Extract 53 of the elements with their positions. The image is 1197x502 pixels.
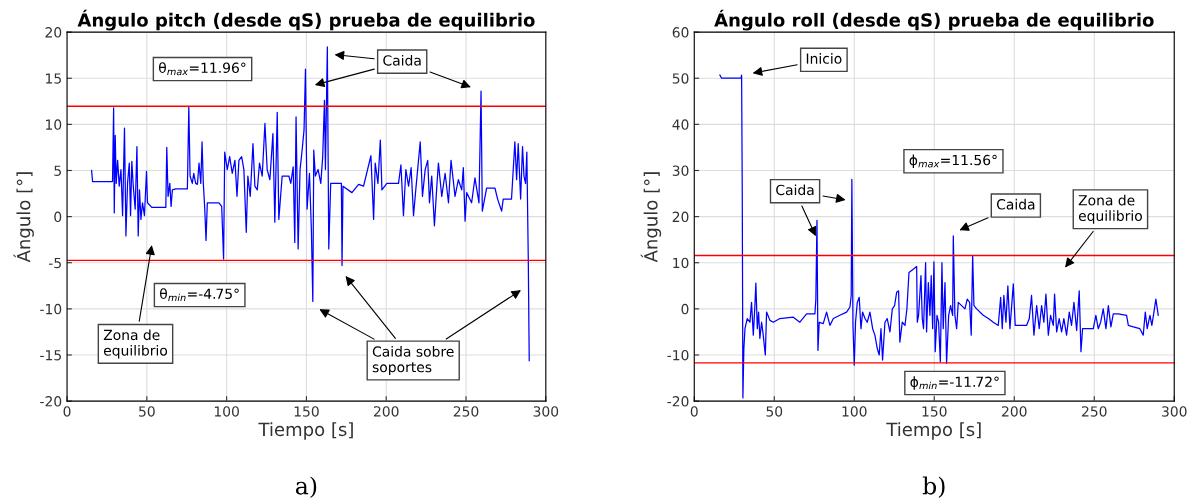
chart-title: Ángulo roll (desde qS) prueba de equilibrio — [714, 9, 1154, 31]
y-tick-label: 30 — [672, 165, 689, 176]
y-tick-label: 0 — [681, 303, 689, 315]
x-tick-label: 50 — [139, 406, 155, 417]
annotation: Caida — [996, 198, 1035, 210]
chart-title: Ángulo pitch (desde qS) prueba de equilibrio — [77, 9, 535, 31]
y-tick-label: 40 — [672, 119, 689, 130]
annotation: Zona de equilibrio — [1078, 194, 1142, 224]
annotation: Inicio — [806, 53, 842, 64]
line-series — [719, 74, 1159, 399]
x-tick-label: 250 — [453, 406, 479, 417]
y-axis-title: Ángulo [°] — [13, 172, 34, 263]
x-tick-label: 100 — [842, 406, 867, 417]
annotation: Caida — [776, 184, 814, 196]
x-tick-label: 100 — [214, 406, 239, 417]
annotation: ϕ$_{max}$=11.56° — [909, 154, 997, 168]
y-tick-label: 0 — [54, 211, 62, 223]
x-tick-label: 50 — [766, 406, 783, 417]
text: a) — [295, 476, 317, 498]
y-tick-label: -20 — [40, 396, 62, 407]
y-tick-label: -5 — [49, 257, 61, 269]
x-tick-label: 200 — [373, 406, 399, 417]
y-tick-label: 5 — [54, 165, 61, 176]
x-tick-label: 250 — [1082, 406, 1107, 417]
x-tick-label: 200 — [1002, 406, 1027, 417]
y-tick-label: 20 — [672, 211, 689, 223]
y-axis-title: Ángulo [°] — [640, 172, 662, 263]
y-tick-label: -10 — [667, 349, 689, 361]
y-tick-label: 60 — [672, 27, 689, 38]
text: b) — [922, 476, 945, 498]
x-tick-label: 300 — [533, 406, 559, 417]
annotation: Zona de equilibrio — [103, 329, 168, 359]
y-tick-label: 10 — [673, 257, 689, 269]
annotation: θ$_{max}$=11.96° — [158, 62, 246, 76]
line-series — [90, 46, 530, 362]
y-tick-label: -20 — [667, 396, 689, 407]
x-tick-label: 300 — [1162, 406, 1187, 417]
y-tick-label: 10 — [46, 119, 62, 130]
x-axis-title: Tiempo [s] — [886, 422, 981, 440]
y-tick-label: 20 — [45, 27, 62, 38]
annotation: ϕ$_{min}$=-11.72° — [910, 376, 999, 390]
x-tick-label: 150 — [922, 406, 947, 417]
y-tick-label: -10 — [40, 303, 62, 315]
annotation: Caida — [383, 54, 421, 66]
y-tick-label: 15 — [46, 73, 61, 84]
y-tick-label: -15 — [40, 350, 61, 361]
annotation: θ$_{min}$=-4.75° — [160, 288, 239, 302]
x-axis-title: Tiempo [s] — [258, 422, 353, 440]
x-tick-label: 0 — [690, 406, 698, 417]
annotation: Caida sobre soportes — [372, 346, 454, 376]
x-tick-label: 0 — [63, 406, 71, 417]
y-tick-label: 50 — [672, 73, 689, 84]
x-tick-label: 150 — [294, 406, 319, 417]
